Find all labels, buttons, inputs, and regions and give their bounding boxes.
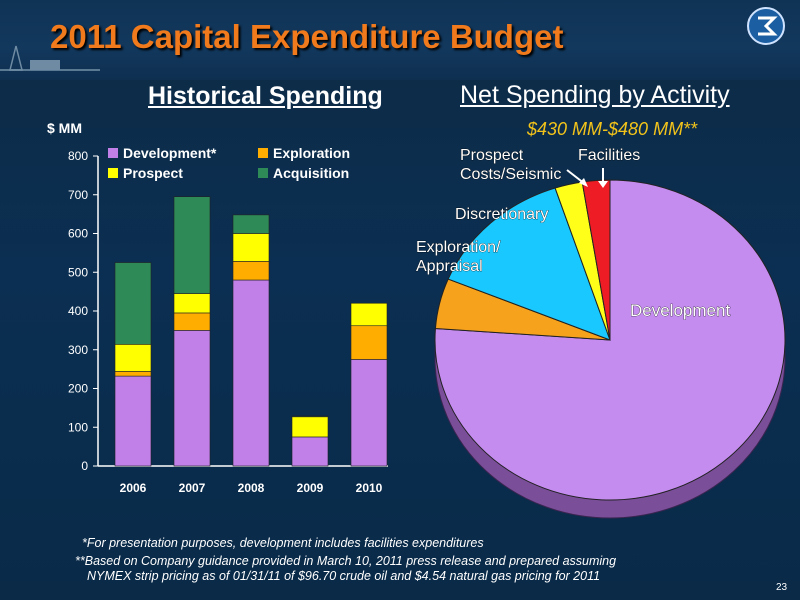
- legend-label: Acquisition: [273, 165, 349, 181]
- y-tick-label: 400: [68, 304, 88, 318]
- x-tick-label: 2010: [356, 481, 383, 495]
- company-logo-icon: [747, 7, 785, 45]
- bar-prospect-2010: [350, 302, 388, 327]
- bar-acquisition-2009: [291, 415, 329, 418]
- legend-label: Prospect: [123, 165, 183, 181]
- bar-prospect-2008: [232, 233, 270, 262]
- spending-range: $430 MM-$480 MM**: [527, 119, 698, 139]
- y-axis-label: $ MM: [47, 120, 82, 136]
- legend-swatch: [108, 148, 118, 158]
- pie-label-development: Development: [630, 301, 730, 320]
- bar-exploration-2008: [232, 261, 270, 281]
- oil-rig-icon: [0, 45, 100, 71]
- bar-prospect-2009: [291, 416, 329, 438]
- y-tick-label: 600: [68, 227, 88, 241]
- bar-exploration-2006: [114, 371, 152, 377]
- bar-development-2010: [350, 359, 388, 467]
- pie-slice-discretionary: [447, 187, 611, 341]
- prospect-arrow-head: [579, 178, 588, 187]
- facilities-arrow-head: [598, 181, 608, 188]
- x-tick-label: 2007: [179, 481, 206, 495]
- y-tick-label: 500: [68, 265, 88, 279]
- legend-swatch: [258, 168, 268, 178]
- bar-acquisition-2008: [232, 214, 270, 234]
- x-tick-label: 2009: [297, 481, 324, 495]
- x-tick-label: 2006: [120, 481, 147, 495]
- bar-exploration-2007: [173, 312, 211, 331]
- bar-exploration-2010: [350, 325, 388, 360]
- y-tick-label: 700: [68, 188, 88, 202]
- legend-label: Exploration: [273, 145, 350, 161]
- bar-development-2007: [173, 330, 211, 467]
- title-band: [0, 0, 800, 80]
- net-spending-heading: Net Spending by Activity: [460, 81, 730, 109]
- page-number: 23: [776, 582, 788, 593]
- x-tick-label: 2008: [238, 481, 265, 495]
- footnote-3: NYMEX strip pricing as of 01/31/11 of $9…: [87, 569, 601, 583]
- pie-label-facilities: Facilities: [578, 147, 640, 164]
- bar-development-2009: [291, 436, 329, 467]
- bar-development-2006: [114, 375, 152, 467]
- footnote-2: **Based on Company guidance provided in …: [75, 554, 617, 568]
- y-tick-label: 200: [68, 382, 88, 396]
- y-tick-label: 0: [81, 459, 88, 473]
- bar-acquisition-2006: [114, 262, 152, 345]
- legend-label: Development*: [123, 145, 217, 161]
- y-tick-label: 800: [68, 149, 88, 163]
- legend-swatch: [258, 148, 268, 158]
- bar-prospect-2007: [173, 293, 211, 314]
- legend-swatch: [108, 168, 118, 178]
- historical-spending-heading: Historical Spending: [148, 82, 383, 110]
- pie-label-prospect: Costs/Seismic: [460, 166, 561, 183]
- pie-label-exploration: Appraisal: [416, 258, 483, 275]
- pie-label-discretionary: Discretionary: [455, 206, 548, 223]
- y-tick-label: 100: [68, 420, 88, 434]
- bar-prospect-2006: [114, 344, 152, 372]
- slide-title: 2011 Capital Expenditure Budget: [50, 18, 564, 55]
- bar-development-2008: [232, 279, 270, 467]
- y-tick-label: 300: [68, 343, 88, 357]
- bar-acquisition-2007: [173, 196, 211, 294]
- pie-label-exploration: Exploration/: [416, 239, 501, 256]
- footnote-1: *For presentation purposes, development …: [82, 536, 484, 550]
- pie-label-prospect: Prospect: [460, 147, 524, 164]
